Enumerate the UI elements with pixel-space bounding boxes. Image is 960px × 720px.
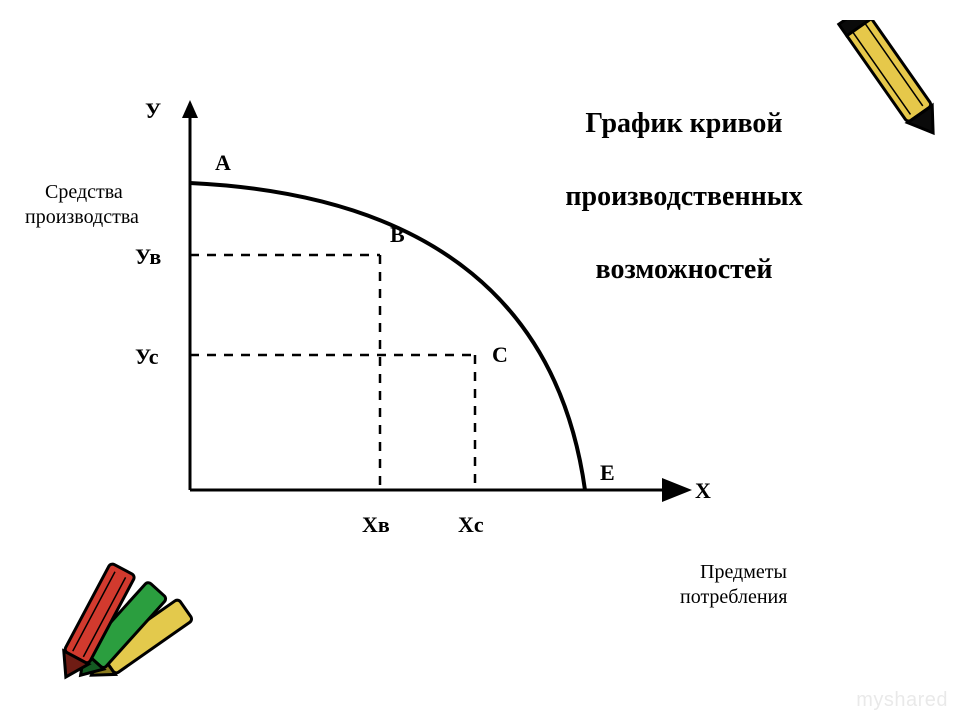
xtick-xb: Хв: [362, 512, 390, 538]
y-axis-arrow: [182, 100, 198, 118]
ytick-yb: Ув: [135, 244, 161, 270]
point-b-label: В: [390, 222, 405, 248]
ytick-yc: Ус: [135, 344, 159, 370]
point-e-label: Е: [600, 460, 615, 486]
crayon-group-bottom-left: [15, 545, 235, 720]
x-axis-title: Предметыпотребления: [680, 535, 787, 635]
point-c-label: С: [492, 342, 508, 368]
y-axis-title-text: Средствапроизводства: [25, 181, 139, 228]
stage: График кривой производственных возможнос…: [0, 0, 960, 720]
x-axis-title-text: Предметыпотребления: [680, 561, 787, 608]
point-a-label: А: [215, 150, 231, 176]
crayon-top-right: [835, 20, 960, 190]
ppf-curve: [190, 183, 585, 490]
y-axis-title: Средствапроизводства: [25, 155, 139, 255]
xtick-xc: Хс: [458, 512, 484, 538]
watermark: myshared: [856, 689, 948, 712]
x-axis-letter: Х: [695, 478, 711, 504]
y-axis-letter: У: [145, 98, 161, 124]
